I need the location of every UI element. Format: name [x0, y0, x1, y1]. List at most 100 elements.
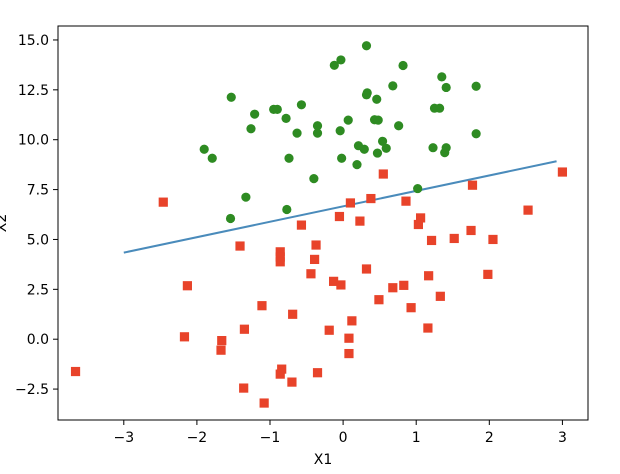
point-red-5	[401, 196, 411, 206]
point-green-17	[435, 103, 445, 113]
point-green-42	[309, 174, 319, 184]
point-green-7	[361, 90, 372, 100]
point-green-22	[246, 124, 256, 134]
point-green-37	[337, 153, 347, 163]
point-red-48	[275, 369, 285, 379]
point-green-27	[394, 121, 404, 131]
point-red-22	[309, 254, 320, 265]
point-red-1	[366, 193, 376, 204]
y-tick-label-4: 7.5	[27, 183, 49, 199]
x-tick-label-4: 1	[412, 430, 421, 446]
point-red-11	[413, 219, 423, 230]
point-red-10	[296, 220, 307, 230]
point-red-27	[182, 281, 192, 291]
point-red-42	[324, 325, 334, 335]
point-green-4	[437, 72, 447, 82]
y-axis: −2.5 0.0 2.5 5.0 7.5 10.0 12.5 15.0	[15, 33, 58, 398]
point-red-0	[158, 197, 168, 207]
point-red-36	[288, 309, 298, 319]
point-green-43	[241, 192, 251, 202]
point-red-12	[466, 225, 476, 236]
point-green-3	[398, 60, 408, 71]
point-red-39	[179, 332, 190, 342]
point-red-37	[347, 316, 357, 326]
fit-line	[123, 160, 557, 254]
point-red-34	[435, 291, 445, 301]
point-green-5	[226, 92, 236, 102]
y-tick-label-6: 12.5	[18, 83, 49, 99]
point-green-35	[207, 153, 217, 163]
point-red-38	[423, 323, 433, 333]
point-red-21	[275, 257, 285, 267]
point-red-47	[277, 364, 287, 374]
point-green-29	[377, 136, 388, 146]
point-green-11	[471, 81, 481, 91]
x-tick-label-6: 3	[558, 430, 567, 446]
point-red-29	[336, 280, 346, 290]
y-tick-label-7: 15.0	[18, 33, 49, 49]
x-tick-label-3: 0	[339, 430, 348, 446]
x-tick-label-0: −3	[113, 430, 134, 446]
point-green-46	[282, 204, 292, 215]
point-red-32	[374, 295, 384, 305]
point-red-13	[523, 205, 533, 215]
point-red-26	[306, 269, 316, 279]
point-green-10	[441, 82, 451, 93]
y-axis-label: X2	[0, 214, 10, 233]
point-green-18	[281, 113, 291, 123]
point-green-45	[225, 213, 236, 224]
point-red-50	[287, 377, 297, 387]
point-green-25	[312, 128, 323, 138]
plot-area	[57, 25, 589, 421]
point-red-51	[239, 383, 249, 393]
point-green-38	[352, 160, 362, 170]
x-axis-label: X1	[314, 452, 333, 468]
point-red-40	[217, 336, 227, 346]
point-green-41	[440, 148, 450, 158]
point-red-15	[449, 233, 459, 244]
y-tick-label-3: 5.0	[27, 232, 49, 248]
point-red-17	[235, 241, 245, 251]
x-tick-label-2: −1	[260, 430, 281, 446]
point-red-33	[406, 303, 416, 313]
point-red-25	[483, 269, 493, 279]
point-red-3	[467, 180, 478, 190]
y-tick-label-2: 2.5	[27, 282, 49, 298]
plot-background	[58, 26, 588, 420]
point-red-30	[388, 283, 398, 293]
point-red-49	[312, 368, 323, 378]
point-red-41	[239, 324, 250, 334]
point-green-21	[373, 115, 383, 125]
point-green-32	[359, 144, 369, 154]
y-tick-label-5: 10.0	[18, 133, 49, 149]
point-red-28	[329, 276, 339, 286]
point-red-16	[488, 234, 498, 245]
point-green-12	[250, 109, 260, 119]
point-red-14	[426, 235, 437, 246]
point-green-36	[284, 153, 294, 163]
point-green-31	[381, 143, 391, 153]
x-tick-label-1: −2	[187, 430, 208, 446]
point-red-45	[344, 348, 354, 359]
fit-line-layer	[123, 160, 557, 254]
point-red-23	[361, 264, 372, 274]
point-red-9	[355, 216, 365, 226]
x-tick-label-5: 2	[485, 430, 494, 446]
point-green-19	[343, 115, 353, 125]
point-green-24	[312, 121, 323, 131]
point-green-9	[388, 81, 398, 91]
y-tick-label-1: 0.0	[27, 332, 49, 348]
point-green-39	[428, 143, 438, 153]
plot-frame	[57, 25, 589, 421]
point-red-43	[344, 333, 354, 343]
point-green-2	[361, 41, 372, 51]
point-green-26	[335, 126, 345, 136]
point-green-1	[336, 55, 346, 65]
point-green-14	[272, 104, 282, 114]
point-red-24	[424, 271, 434, 281]
point-green-33	[372, 148, 383, 158]
point-green-8	[372, 94, 382, 104]
point-green-15	[296, 100, 307, 110]
point-green-28	[471, 129, 481, 139]
